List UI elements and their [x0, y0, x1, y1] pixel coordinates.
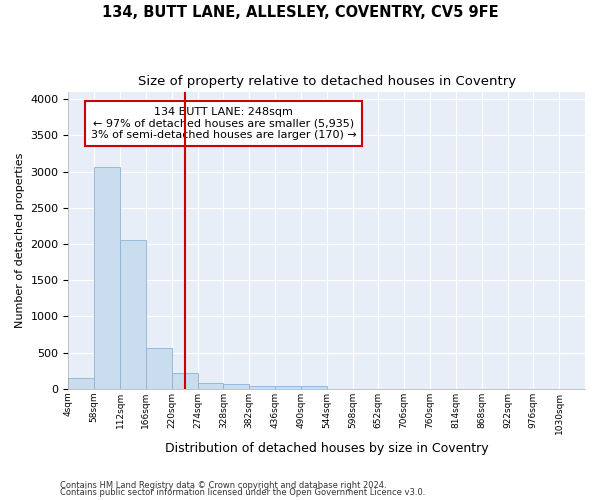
- Y-axis label: Number of detached properties: Number of detached properties: [15, 152, 25, 328]
- X-axis label: Distribution of detached houses by size in Coventry: Distribution of detached houses by size …: [165, 442, 488, 455]
- Bar: [197, 383, 223, 389]
- Text: 134 BUTT LANE: 248sqm
← 97% of detached houses are smaller (5,935)
3% of semi-de: 134 BUTT LANE: 248sqm ← 97% of detached …: [91, 107, 356, 140]
- Bar: [275, 386, 301, 389]
- Bar: [172, 373, 197, 389]
- Text: Contains public sector information licensed under the Open Government Licence v3: Contains public sector information licen…: [60, 488, 425, 497]
- Bar: [223, 384, 249, 389]
- Bar: [249, 386, 275, 389]
- Title: Size of property relative to detached houses in Coventry: Size of property relative to detached ho…: [137, 75, 516, 88]
- Text: 134, BUTT LANE, ALLESLEY, COVENTRY, CV5 9FE: 134, BUTT LANE, ALLESLEY, COVENTRY, CV5 …: [101, 5, 499, 20]
- Text: Contains HM Land Registry data © Crown copyright and database right 2024.: Contains HM Land Registry data © Crown c…: [60, 480, 386, 490]
- Bar: [146, 348, 172, 389]
- Bar: [68, 378, 94, 389]
- Bar: [301, 386, 327, 389]
- Bar: [120, 240, 146, 389]
- Bar: [94, 167, 120, 389]
